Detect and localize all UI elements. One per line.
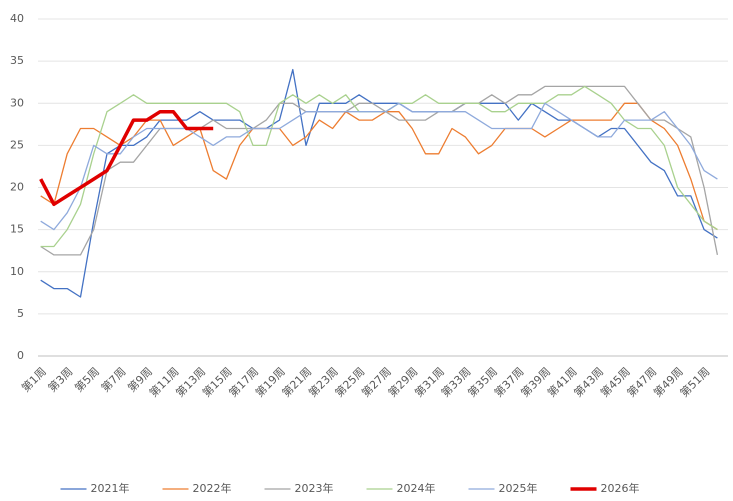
series-line (40, 102, 718, 231)
y-tick-label: 35 (10, 54, 24, 67)
legend-label: 2026年 (601, 481, 640, 495)
series-line (40, 85, 718, 248)
series-line (40, 102, 718, 231)
x-tick-label: 第51周 (677, 364, 712, 399)
x-tick-label: 第7周 (98, 364, 128, 394)
y-tick-label: 15 (10, 223, 24, 236)
legend-label: 2022年 (193, 481, 232, 495)
legend-label: 2025年 (499, 481, 538, 495)
x-tick-label: 第3周 (45, 364, 75, 394)
x-tick-label: 第1周 (18, 364, 48, 394)
y-tick-label: 20 (10, 181, 24, 194)
y-tick-label: 10 (10, 265, 24, 278)
series-line (39, 109, 214, 207)
legend-label: 2024年 (397, 481, 436, 495)
y-tick-label: 30 (10, 96, 24, 109)
y-tick-label: 0 (17, 349, 24, 362)
y-tick-label: 25 (10, 138, 24, 151)
y-tick-label: 5 (17, 307, 24, 320)
legend-label: 2021年 (91, 481, 130, 495)
legend-label: 2023年 (295, 481, 334, 495)
x-tick-label: 第5周 (72, 364, 102, 394)
series-line (40, 85, 719, 256)
y-tick-label: 40 (10, 12, 24, 25)
